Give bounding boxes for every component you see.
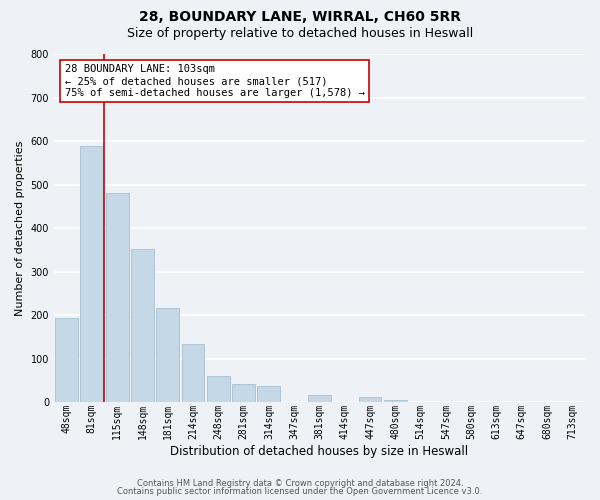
Bar [157, 308, 179, 402]
Bar [106, 194, 128, 402]
Text: Contains HM Land Registry data © Crown copyright and database right 2024.: Contains HM Land Registry data © Crown c… [137, 478, 463, 488]
Bar [182, 344, 205, 403]
Bar [80, 146, 103, 402]
Bar [359, 396, 382, 402]
Y-axis label: Number of detached properties: Number of detached properties [15, 140, 25, 316]
Bar [257, 386, 280, 402]
Bar [384, 400, 407, 402]
Text: Contains public sector information licensed under the Open Government Licence v3: Contains public sector information licen… [118, 487, 482, 496]
Bar [232, 384, 255, 402]
X-axis label: Distribution of detached houses by size in Heswall: Distribution of detached houses by size … [170, 444, 469, 458]
Text: 28, BOUNDARY LANE, WIRRAL, CH60 5RR: 28, BOUNDARY LANE, WIRRAL, CH60 5RR [139, 10, 461, 24]
Text: Size of property relative to detached houses in Heswall: Size of property relative to detached ho… [127, 28, 473, 40]
Bar [55, 318, 78, 402]
Bar [131, 248, 154, 402]
Bar [207, 376, 230, 402]
Text: 28 BOUNDARY LANE: 103sqm
← 25% of detached houses are smaller (517)
75% of semi-: 28 BOUNDARY LANE: 103sqm ← 25% of detach… [65, 64, 365, 98]
Bar [308, 396, 331, 402]
